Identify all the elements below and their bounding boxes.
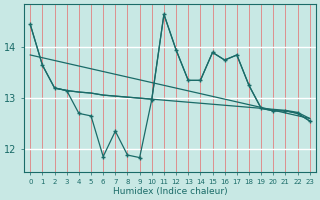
X-axis label: Humidex (Indice chaleur): Humidex (Indice chaleur) [113,187,227,196]
